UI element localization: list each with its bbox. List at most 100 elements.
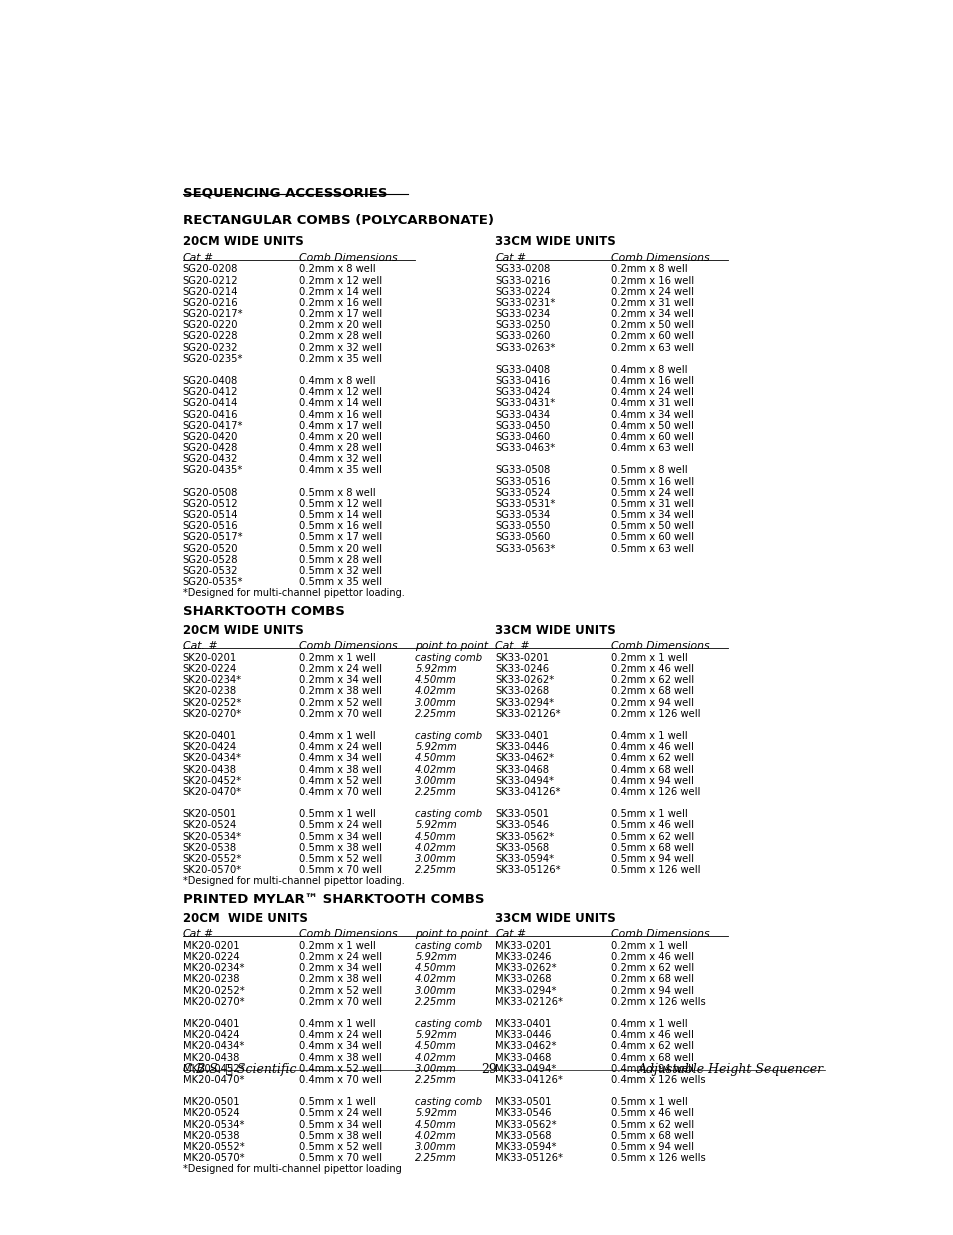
Text: SK33-0462*: SK33-0462* xyxy=(495,753,554,763)
Text: 4.50mm: 4.50mm xyxy=(415,1041,456,1051)
Text: 4.02mm: 4.02mm xyxy=(415,842,456,852)
Text: 0.5mm x 62 well: 0.5mm x 62 well xyxy=(611,1120,694,1130)
Text: 0.4mm x 20 well: 0.4mm x 20 well xyxy=(298,432,381,442)
Text: 0.4mm x 52 well: 0.4mm x 52 well xyxy=(298,1063,381,1073)
Text: 5.92mm: 5.92mm xyxy=(415,820,456,830)
Text: 0.5mm x 38 well: 0.5mm x 38 well xyxy=(298,1131,381,1141)
Text: 0.2mm x 12 well: 0.2mm x 12 well xyxy=(298,275,382,285)
Text: SG33-0263*: SG33-0263* xyxy=(495,342,555,353)
Text: 0.2mm x 34 well: 0.2mm x 34 well xyxy=(298,676,381,685)
Text: 0.5mm x 46 well: 0.5mm x 46 well xyxy=(611,820,694,830)
Text: SG33-0460: SG33-0460 xyxy=(495,432,550,442)
Text: point to point: point to point xyxy=(415,641,488,651)
Text: 0.5mm x 12 well: 0.5mm x 12 well xyxy=(298,499,382,509)
Text: 0.5mm x 28 well: 0.5mm x 28 well xyxy=(298,555,381,564)
Text: MK20-0538: MK20-0538 xyxy=(183,1131,239,1141)
Text: SG20-0520: SG20-0520 xyxy=(183,543,238,553)
Text: Comb Dimensions: Comb Dimensions xyxy=(298,641,397,651)
Text: SK20-0224: SK20-0224 xyxy=(183,664,236,674)
Text: 0.2mm x 70 well: 0.2mm x 70 well xyxy=(298,709,381,719)
Text: 0.2mm x 52 well: 0.2mm x 52 well xyxy=(298,698,382,708)
Text: SK33-0494*: SK33-0494* xyxy=(495,776,554,785)
Text: MK33-0568: MK33-0568 xyxy=(495,1131,551,1141)
Text: 0.4mm x 1 well: 0.4mm x 1 well xyxy=(298,731,375,741)
Text: SK33-0468: SK33-0468 xyxy=(495,764,549,774)
Text: SK33-0501: SK33-0501 xyxy=(495,809,549,819)
Text: MK33-0462*: MK33-0462* xyxy=(495,1041,556,1051)
Text: 0.5mm x 126 wells: 0.5mm x 126 wells xyxy=(611,1153,705,1163)
Text: SG33-0408: SG33-0408 xyxy=(495,366,550,375)
Text: MK20-0224: MK20-0224 xyxy=(183,952,239,962)
Text: 0.4mm x 68 well: 0.4mm x 68 well xyxy=(611,1052,694,1062)
Text: 0.5mm x 16 well: 0.5mm x 16 well xyxy=(298,521,382,531)
Text: 0.5mm x 46 well: 0.5mm x 46 well xyxy=(611,1108,694,1119)
Text: MK20-0270*: MK20-0270* xyxy=(183,997,244,1007)
Text: MK33-0246: MK33-0246 xyxy=(495,952,551,962)
Text: casting comb: casting comb xyxy=(415,941,482,951)
Text: 2.25mm: 2.25mm xyxy=(415,1153,456,1163)
Text: 4.02mm: 4.02mm xyxy=(415,764,456,774)
Text: SK33-04126*: SK33-04126* xyxy=(495,787,560,797)
Text: SK33-05126*: SK33-05126* xyxy=(495,864,560,876)
Text: 0.4mm x 94 well: 0.4mm x 94 well xyxy=(611,776,694,785)
Text: SHARKTOOTH COMBS: SHARKTOOTH COMBS xyxy=(183,605,344,619)
Text: SG20-0416: SG20-0416 xyxy=(183,410,238,420)
Text: SK33-0294*: SK33-0294* xyxy=(495,698,554,708)
Text: SK33-0546: SK33-0546 xyxy=(495,820,549,830)
Text: SK33-0401: SK33-0401 xyxy=(495,731,549,741)
Text: SK20-0470*: SK20-0470* xyxy=(183,787,242,797)
Text: casting comb: casting comb xyxy=(415,809,482,819)
Text: MK33-0562*: MK33-0562* xyxy=(495,1120,557,1130)
Text: 4.50mm: 4.50mm xyxy=(415,963,456,973)
Text: SG33-0508: SG33-0508 xyxy=(495,466,550,475)
Text: 0.2mm x 1 well: 0.2mm x 1 well xyxy=(298,653,375,663)
Text: SK20-0452*: SK20-0452* xyxy=(183,776,242,785)
Text: 0.2mm x 62 well: 0.2mm x 62 well xyxy=(611,963,694,973)
Text: SG20-0514: SG20-0514 xyxy=(183,510,238,520)
Text: 0.2mm x 63 well: 0.2mm x 63 well xyxy=(611,342,694,353)
Text: SK20-0538: SK20-0538 xyxy=(183,842,236,852)
Text: MK33-02126*: MK33-02126* xyxy=(495,997,562,1007)
Text: SG33-0424: SG33-0424 xyxy=(495,388,550,398)
Text: SG20-0432: SG20-0432 xyxy=(183,454,238,464)
Text: SG33-0434: SG33-0434 xyxy=(495,410,550,420)
Text: MK20-0424: MK20-0424 xyxy=(183,1030,239,1040)
Text: SG20-0216: SG20-0216 xyxy=(183,298,238,308)
Text: 0.4mm x 31 well: 0.4mm x 31 well xyxy=(611,399,694,409)
Text: 0.2mm x 8 well: 0.2mm x 8 well xyxy=(298,264,375,274)
Text: 0.5mm x 35 well: 0.5mm x 35 well xyxy=(298,577,381,587)
Text: 0.2mm x 46 well: 0.2mm x 46 well xyxy=(611,952,694,962)
Text: SG20-0228: SG20-0228 xyxy=(183,331,238,341)
Text: 0.5mm x 52 well: 0.5mm x 52 well xyxy=(298,1142,382,1152)
Text: SG33-0450: SG33-0450 xyxy=(495,421,550,431)
Text: MK20-0501: MK20-0501 xyxy=(183,1097,239,1108)
Text: 0.2mm x 94 well: 0.2mm x 94 well xyxy=(611,986,694,995)
Text: 0.4mm x 94 well: 0.4mm x 94 well xyxy=(611,1063,694,1073)
Text: SG33-0524: SG33-0524 xyxy=(495,488,550,498)
Text: 0.4mm x 126 wells: 0.4mm x 126 wells xyxy=(611,1074,705,1084)
Text: 5.92mm: 5.92mm xyxy=(415,742,456,752)
Text: 0.5mm x 16 well: 0.5mm x 16 well xyxy=(611,477,694,487)
Text: SK20-0524: SK20-0524 xyxy=(183,820,236,830)
Text: 0.4mm x 8 well: 0.4mm x 8 well xyxy=(611,366,687,375)
Text: 4.50mm: 4.50mm xyxy=(415,753,456,763)
Text: 0.5mm x 52 well: 0.5mm x 52 well xyxy=(298,853,382,864)
Text: 0.4mm x 68 well: 0.4mm x 68 well xyxy=(611,764,694,774)
Text: 0.2mm x 38 well: 0.2mm x 38 well xyxy=(298,687,381,697)
Text: MK33-05126*: MK33-05126* xyxy=(495,1153,562,1163)
Text: 5.92mm: 5.92mm xyxy=(415,1108,456,1119)
Text: 0.2mm x 1 well: 0.2mm x 1 well xyxy=(611,941,687,951)
Text: SK20-0434*: SK20-0434* xyxy=(183,753,241,763)
Text: 2.25mm: 2.25mm xyxy=(415,709,456,719)
Text: MK33-0494*: MK33-0494* xyxy=(495,1063,556,1073)
Text: 0.2mm x 62 well: 0.2mm x 62 well xyxy=(611,676,694,685)
Text: 0.5mm x 14 well: 0.5mm x 14 well xyxy=(298,510,381,520)
Text: 0.2mm x 24 well: 0.2mm x 24 well xyxy=(298,952,381,962)
Text: Cat.#: Cat.# xyxy=(495,253,526,263)
Text: SG20-0428: SG20-0428 xyxy=(183,443,238,453)
Text: 20CM WIDE UNITS: 20CM WIDE UNITS xyxy=(183,625,303,637)
Text: *Designed for multi-channel pipettor loading.: *Designed for multi-channel pipettor loa… xyxy=(183,588,404,598)
Text: 2.25mm: 2.25mm xyxy=(415,997,456,1007)
Text: SK20-0534*: SK20-0534* xyxy=(183,831,242,841)
Text: SG33-0516: SG33-0516 xyxy=(495,477,550,487)
